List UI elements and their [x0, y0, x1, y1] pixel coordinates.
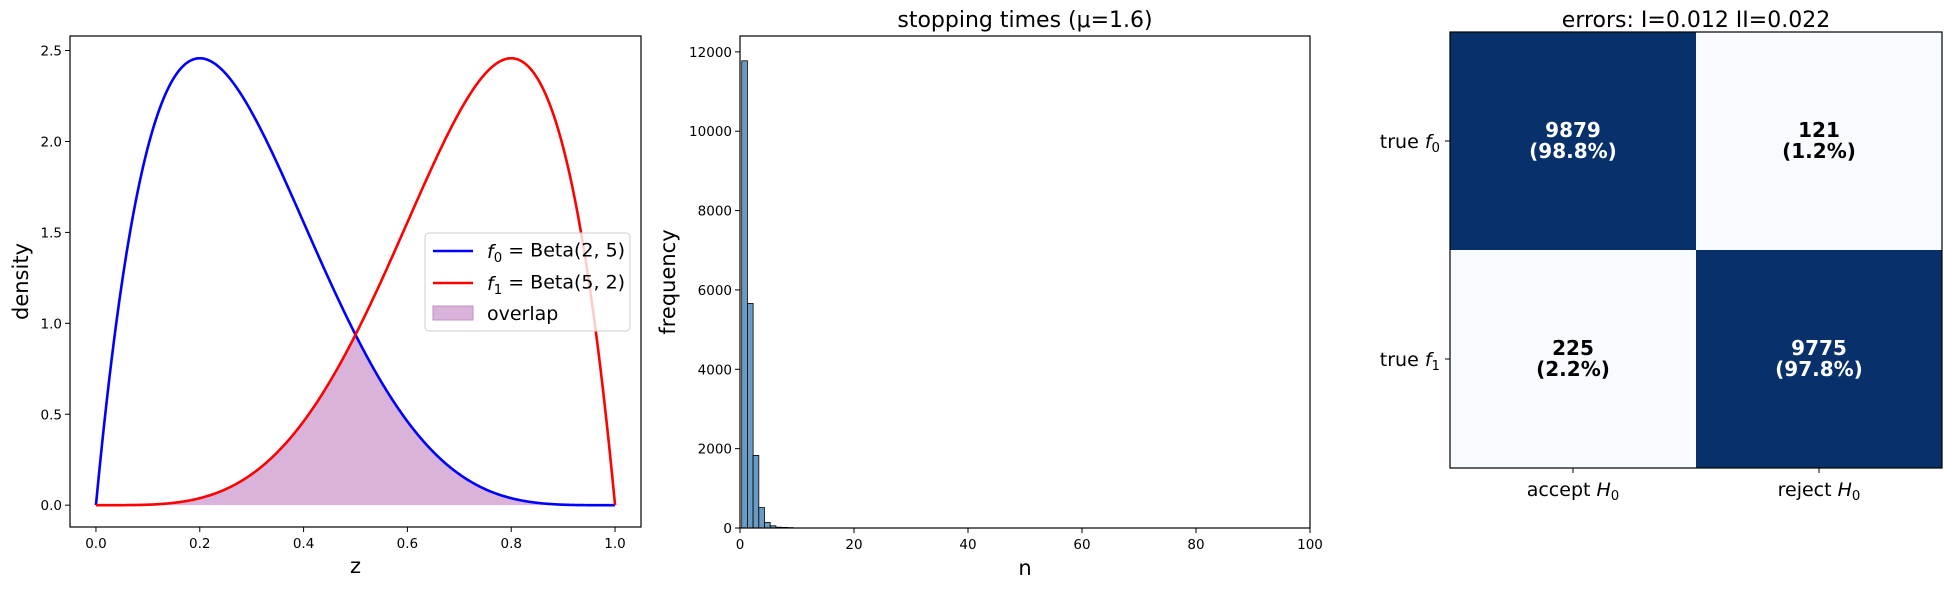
x-tick-label: 40 [959, 537, 976, 553]
histogram-bar [741, 60, 748, 529]
density-plot: 0.0 0.2 0.4 0.6 0.8 1.0 0.0 0.5 1.0 1.5 2.0 2.5 z den… [9, 35, 642, 578]
x-tick-label: 0.6 [397, 536, 418, 552]
heatmap-cell [1450, 32, 1696, 250]
stopping-times-histogram: stopping times (μ=1.6) 0 20 40 60 80 100 0 2000 4… [656, 8, 1323, 580]
x-tick-label: 80 [1187, 537, 1204, 553]
y-tick-label: 6000 [698, 283, 732, 299]
label-subscript: 1 [494, 283, 502, 298]
label-subscript: 0 [1852, 489, 1860, 504]
error-confusion-matrix: 9879(98.8%) 121(1.2%) 225(2.2%) 9775(97.8%)… [1380, 8, 1943, 504]
x-tick-label: 0 [736, 537, 745, 553]
axes-frame [739, 35, 1311, 529]
chart-title: errors: I=0.012 II=0.022 [1562, 8, 1830, 33]
x-tick-label: 100 [1297, 537, 1323, 553]
y-axis-label: frequency [656, 229, 680, 334]
label-text: true [1380, 349, 1425, 371]
x-axis-label: n [1018, 556, 1031, 580]
x-axis-label: z [350, 554, 361, 578]
y-tick-label: 0.5 [41, 407, 62, 423]
label-text: = Beta(2, 5) [502, 239, 625, 261]
heatmap-cell [1696, 32, 1942, 250]
cell-percent: (1.2%) [1782, 139, 1856, 163]
legend-box [424, 232, 631, 332]
x-tick-label: 0.8 [500, 536, 521, 552]
histogram-bar [758, 507, 765, 529]
label-symbol: f [487, 273, 497, 295]
cell-percent: (2.2%) [1536, 357, 1610, 381]
y-tick-label: 4000 [698, 362, 732, 378]
cell-count: 9775 [1791, 336, 1847, 360]
cell-count: 121 [1798, 118, 1840, 142]
histogram-bar [747, 303, 754, 529]
cell-count: 225 [1552, 336, 1594, 360]
label-symbol: f [1425, 131, 1435, 153]
label-symbol: f [1425, 349, 1435, 371]
y-tick-label: 0 [723, 521, 732, 537]
y-tick-label: 2.0 [41, 134, 62, 150]
y-tick-label: 2.5 [41, 44, 62, 60]
label-symbol: H [1838, 479, 1852, 501]
axes-frame [69, 35, 642, 528]
cell-percent: (98.8%) [1529, 139, 1617, 163]
x-tick-label: reject H0 [1778, 479, 1861, 504]
y-tick-label: 2000 [698, 442, 732, 458]
chart-title: stopping times (μ=1.6) [897, 8, 1152, 33]
y-tick-label: 0.0 [41, 498, 62, 514]
label-subscript: 0 [494, 251, 502, 266]
y-tick-label: 10000 [689, 124, 732, 140]
y-tick-label: 8000 [698, 204, 732, 220]
y-axis-label: density [9, 243, 33, 320]
label-subscript: 1 [1432, 359, 1440, 374]
label-symbol: f [487, 241, 497, 263]
label-text: reject [1778, 479, 1838, 501]
label-symbol: H [1597, 479, 1611, 501]
axes-frame [1449, 31, 1943, 469]
histogram-bar [752, 454, 760, 529]
label-text: true [1380, 131, 1425, 153]
label-text: accept [1527, 479, 1597, 501]
legend-label-overlap: overlap [487, 303, 558, 325]
legend-label-f1: f1 = Beta(5, 2) [487, 271, 625, 298]
label-subscript: 0 [1432, 141, 1440, 156]
y-tick-label: 12000 [689, 45, 732, 61]
label-subscript: 0 [1611, 489, 1619, 504]
heatmap-cell [1696, 250, 1942, 468]
x-tick-label: 0.4 [293, 536, 314, 552]
x-tick-label: 1.0 [604, 536, 625, 552]
cell-percent: (97.8%) [1775, 357, 1863, 381]
legend-label-f0: f0 = Beta(2, 5) [487, 239, 625, 266]
x-tick-label: 0.2 [189, 536, 210, 552]
histogram-bar [764, 522, 771, 529]
y-tick-label: 1.0 [41, 316, 62, 332]
x-tick-label: 0.0 [85, 536, 106, 552]
x-tick-label: 60 [1073, 537, 1090, 553]
y-tick-label: true f1 [1380, 349, 1440, 374]
y-tick-label: 1.5 [41, 225, 62, 241]
overlap-area [95, 334, 616, 506]
density-line-f1 [95, 56, 617, 507]
cell-count: 9879 [1545, 118, 1601, 142]
label-text: = Beta(5, 2) [502, 271, 625, 293]
x-tick-label: accept H0 [1527, 479, 1620, 504]
x-tick-label: 20 [845, 537, 862, 553]
heatmap-cell [1450, 250, 1696, 468]
legend-swatch-overlap [432, 305, 474, 321]
y-tick-label: true f0 [1380, 131, 1440, 156]
legend: f0 = Beta(2, 5)f1 = Beta(5, 2)overlap [424, 232, 631, 332]
